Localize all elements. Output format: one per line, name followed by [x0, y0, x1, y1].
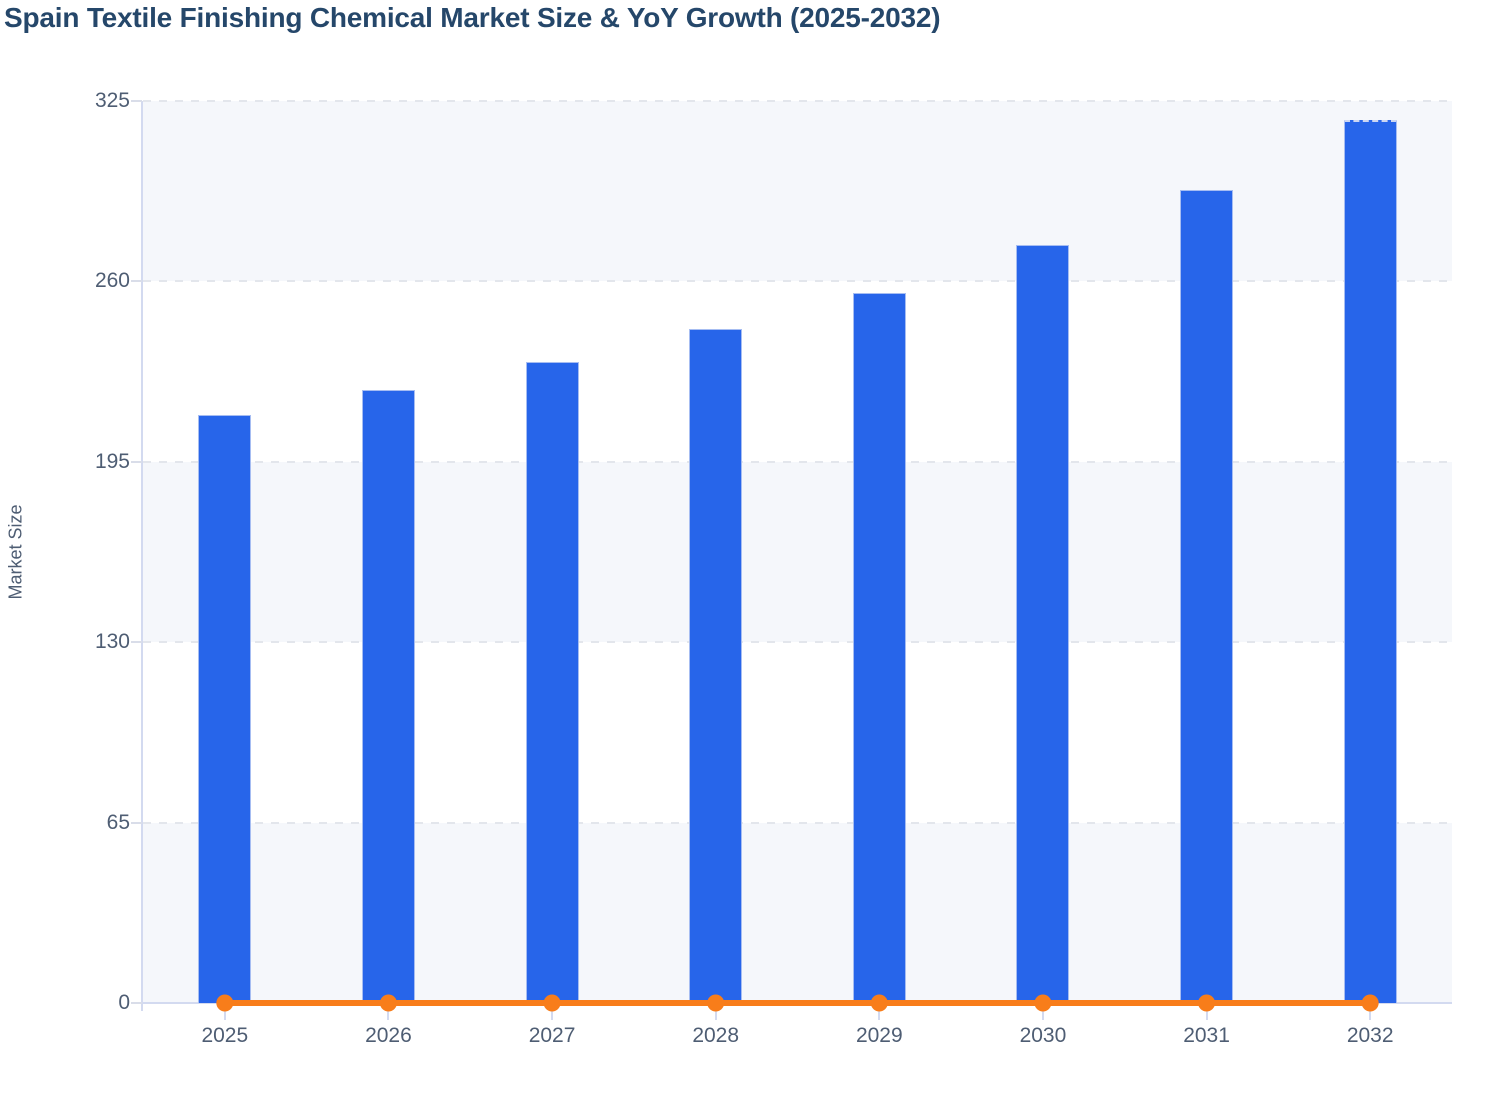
bar-2032[interactable]	[1343, 120, 1397, 1003]
x-axis-tick	[223, 1006, 226, 1020]
bar-2027[interactable]	[525, 361, 579, 1003]
bar-2029[interactable]	[852, 292, 906, 1003]
x-axis-tick	[714, 1006, 717, 1020]
x-axis-tick	[1205, 1006, 1208, 1020]
y-axis-tick	[131, 641, 142, 644]
yoy-point-2029[interactable]	[870, 994, 888, 1012]
bar-2028[interactable]	[689, 328, 743, 1003]
bar-2026[interactable]	[361, 389, 415, 1003]
x-tick-label: 2030	[1019, 1024, 1067, 1047]
yoy-point-2027[interactable]	[543, 994, 561, 1012]
plot-area: 0 65 130 195 260 325 2025 2026 2027 2028 2029 2030 2…	[95, 90, 1452, 1047]
y-axis-tick	[131, 460, 142, 463]
bar-2030[interactable]	[1016, 245, 1070, 1003]
x-tick-label: 2027	[528, 1024, 576, 1047]
x-tick-label: 2025	[201, 1024, 249, 1047]
x-axis-tick	[878, 1006, 881, 1020]
y-axis-title: Market Size	[5, 504, 26, 600]
yoy-point-2028[interactable]	[707, 994, 725, 1012]
yoy-point-2032[interactable]	[1361, 994, 1379, 1012]
y-tick-label: 0	[118, 991, 130, 1014]
bar-2031[interactable]	[1180, 189, 1234, 1003]
y-tick-label: 195	[94, 449, 130, 473]
yoy-point-2025[interactable]	[216, 994, 234, 1012]
x-tick-label: 2026	[365, 1024, 412, 1047]
gridline	[143, 641, 1452, 644]
gridline	[143, 821, 1452, 824]
x-axis-tick	[1369, 1006, 1372, 1020]
x-axis-tick	[1041, 1006, 1044, 1020]
yoy-growth-line-layer	[216, 994, 1379, 1012]
y-tick-label: 130	[94, 630, 130, 654]
y-axis-tick	[131, 280, 142, 283]
x-tick-label: 2032	[1346, 1024, 1394, 1047]
plot-band	[143, 101, 1452, 282]
yoy-point-2030[interactable]	[1034, 994, 1052, 1012]
gridline	[143, 100, 1452, 102]
x-axis-tick	[387, 1006, 390, 1020]
bar-2025[interactable]	[198, 414, 252, 1003]
y-tick-label: 260	[94, 269, 130, 293]
x-axis-tick	[551, 1006, 554, 1020]
y-tick-label: 325	[94, 89, 130, 112]
yoy-point-2026[interactable]	[379, 994, 397, 1012]
x-tick-label: 2031	[1183, 1024, 1230, 1047]
y-axis-tick	[131, 100, 142, 102]
chart-title: Spain Textile Finishing Chemical Market …	[4, 2, 941, 33]
y-axis-tick	[131, 821, 142, 824]
plot-band	[143, 461, 1452, 643]
gridline	[143, 460, 1452, 463]
y-tick-label: 65	[106, 810, 130, 834]
plot-band	[143, 822, 1452, 1003]
y-axis-tick	[131, 1002, 142, 1004]
yoy-point-2031[interactable]	[1198, 994, 1216, 1012]
x-tick-label: 2029	[855, 1024, 903, 1047]
x-tick-label: 2028	[692, 1024, 740, 1047]
y-axis-line	[141, 101, 143, 1011]
gridline	[143, 280, 1452, 283]
